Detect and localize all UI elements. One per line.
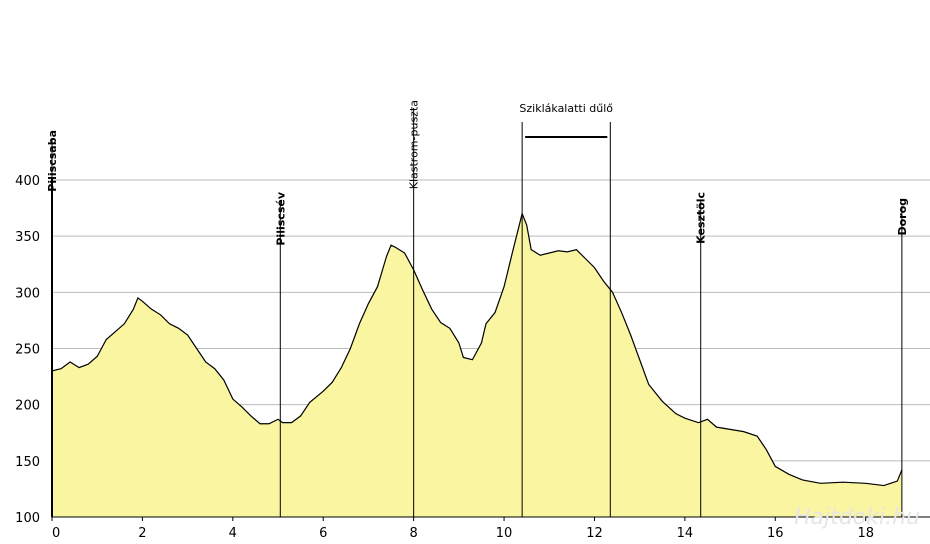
y-tick-label: 350 <box>15 230 40 245</box>
annotation-label: Piliscsév <box>274 191 287 245</box>
area-fill <box>52 213 902 517</box>
annotation-label: Kesztölc <box>695 192 708 244</box>
profile-line <box>51 211 903 487</box>
x-tick-label: 12 <box>586 526 603 541</box>
x-tick-label: 18 <box>857 526 874 541</box>
watermark: Hajtdoki.hu <box>794 505 920 530</box>
x-tick-label: 6 <box>319 526 327 541</box>
annotation-label: Klastrom-puszta <box>408 100 421 189</box>
x-tick-label: 14 <box>677 526 694 541</box>
y-tick-label: 250 <box>15 343 40 358</box>
y-tick-label: 300 <box>15 286 40 301</box>
x-tick-label: 4 <box>229 526 237 541</box>
x-tick-label: 8 <box>410 526 418 541</box>
x-tick-label: 2 <box>138 526 146 541</box>
y-tick-label: 150 <box>15 455 40 470</box>
x-tick-label: 0 <box>52 526 60 541</box>
x-tick-label: 16 <box>767 526 784 541</box>
y-tick-label: 100 <box>15 511 40 526</box>
y-tick-label: 200 <box>15 399 40 414</box>
annotation-label: Sziklákalatti dűlő <box>519 102 613 115</box>
x-tick-label: 10 <box>496 526 513 541</box>
y-tick-label: 400 <box>15 174 40 189</box>
annotation-label: Piliscsaba <box>46 130 59 192</box>
annotation-label: Dorog <box>896 198 909 236</box>
